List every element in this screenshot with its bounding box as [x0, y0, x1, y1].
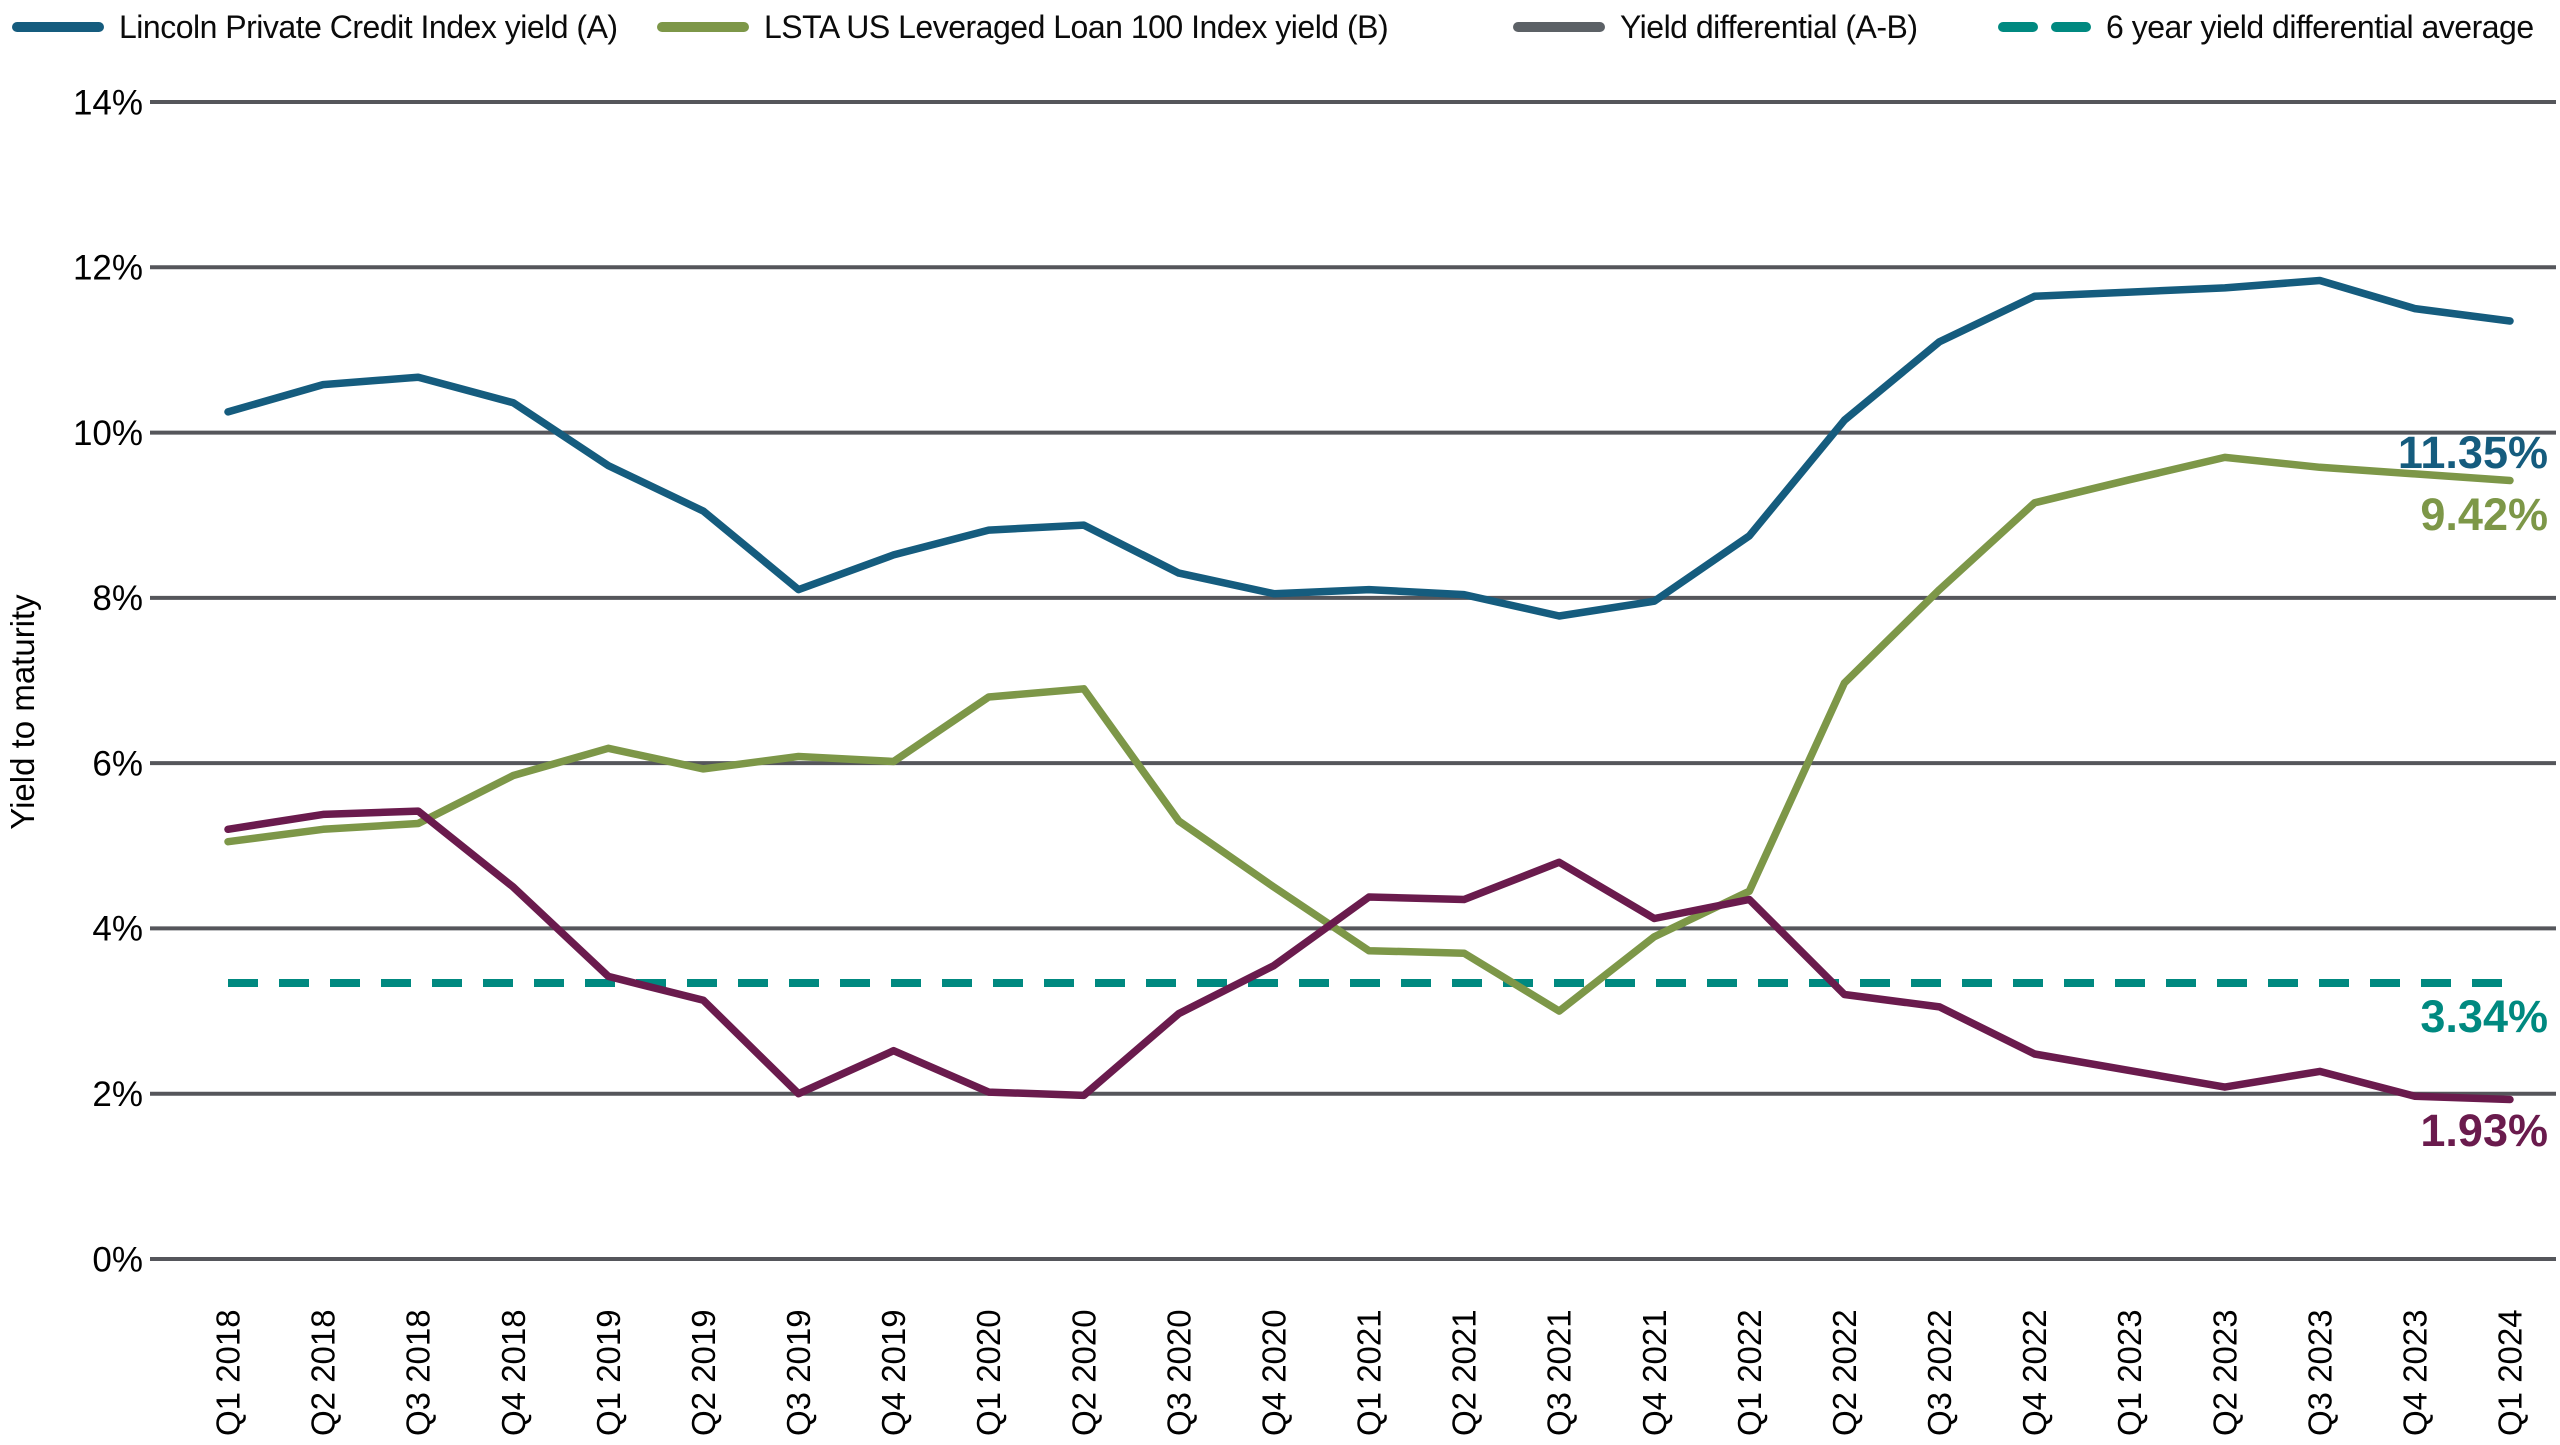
lsta-line-swatch-icon [657, 22, 749, 32]
x-tick-label: Q1 2024 [2492, 1309, 2529, 1436]
x-tick-label: Q3 2019 [780, 1309, 817, 1436]
y-axis-tick-labels: 0% 2% 4% 6% 8% 10% 12% 14% [73, 83, 143, 1279]
y-tick-label: 14% [73, 83, 143, 122]
legend-label-lincoln: Lincoln Private Credit Index yield (A) [119, 8, 618, 45]
x-tick-label: Q1 2021 [1351, 1309, 1388, 1436]
x-tick-label: Q2 2022 [1826, 1309, 1863, 1436]
end-value-label: 11.35% [2398, 427, 2548, 478]
x-tick-label: Q3 2022 [1921, 1309, 1958, 1436]
y-axis-title: Yield to maturity [4, 594, 41, 830]
x-tick-label: Q4 2020 [1255, 1309, 1292, 1436]
x-tick-label: Q1 2018 [210, 1309, 247, 1436]
legend-item-lincoln-index[interactable]: Lincoln Private Credit Index yield (A) [12, 8, 618, 46]
differential-line-swatch-icon [1513, 22, 1605, 32]
end-value-label: 3.34% [2420, 991, 2548, 1042]
x-tick-label: Q2 2019 [685, 1309, 722, 1436]
x-tick-label: Q2 2018 [305, 1309, 342, 1436]
x-axis-tick-labels: Q1 2018 Q2 2018 Q3 2018 Q4 2018 Q1 2019 Q2 20… [210, 1309, 2529, 1436]
x-tick-label: Q3 2023 [2301, 1309, 2338, 1436]
y-tick-label: 0% [92, 1240, 143, 1279]
x-tick-label: Q2 2020 [1065, 1309, 1102, 1436]
legend-item-lsta-index[interactable]: LSTA US Leveraged Loan 100 Index yield (… [657, 8, 1389, 46]
average-dashed-swatch-icon [1998, 22, 2091, 32]
legend-item-differential-average[interactable]: 6 year yield differential average [1998, 8, 2534, 46]
x-tick-label: Q2 2023 [2206, 1309, 2243, 1436]
x-tick-label: Q1 2020 [970, 1309, 1007, 1436]
y-tick-label: 8% [92, 579, 143, 618]
x-tick-label: Q4 2021 [1636, 1309, 1673, 1436]
end-value-label: 1.93% [2420, 1105, 2548, 1156]
x-tick-label: Q1 2023 [2111, 1309, 2148, 1436]
y-tick-label: 10% [73, 414, 143, 453]
legend-label-differential: Yield differential (A-B) [1620, 8, 1918, 45]
x-tick-label: Q3 2018 [400, 1309, 437, 1436]
legend-label-lsta: LSTA US Leveraged Loan 100 Index yield (… [764, 8, 1389, 45]
legend-label-average: 6 year yield differential average [2106, 8, 2534, 45]
x-tick-label: Q3 2021 [1541, 1309, 1578, 1436]
series-line-lincoln[interactable] [224, 276, 2514, 620]
legend-item-yield-differential[interactable]: Yield differential (A-B) [1513, 8, 1918, 46]
series-line-differential[interactable] [224, 807, 2514, 1104]
x-tick-label: Q3 2020 [1160, 1309, 1197, 1436]
series-line-lsta[interactable] [224, 453, 2514, 1015]
x-tick-label: Q1 2022 [1731, 1309, 1768, 1436]
y-tick-label: 2% [92, 1075, 143, 1114]
y-tick-label: 12% [73, 249, 143, 288]
x-tick-label: Q4 2018 [495, 1309, 532, 1436]
x-tick-label: Q1 2019 [590, 1309, 627, 1436]
x-tick-label: Q4 2022 [2016, 1309, 2053, 1436]
end-value-label: 9.42% [2420, 489, 2548, 540]
y-tick-label: 4% [92, 910, 143, 949]
lincoln-line-swatch-icon [12, 22, 104, 32]
x-tick-label: Q4 2023 [2396, 1309, 2433, 1436]
x-tick-label: Q4 2019 [875, 1309, 912, 1436]
x-tick-label: Q2 2021 [1446, 1309, 1483, 1436]
y-tick-label: 6% [92, 744, 143, 783]
